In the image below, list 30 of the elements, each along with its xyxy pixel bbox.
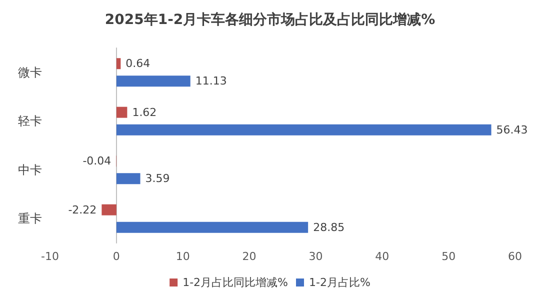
y-tick-label: 中卡	[18, 162, 42, 177]
data-label: -0.04	[82, 154, 112, 168]
x-tick-label: 30	[308, 250, 323, 263]
data-label: 56.43	[496, 123, 528, 136]
bar	[102, 204, 116, 216]
y-tick-label: 轻卡	[18, 114, 42, 128]
bar	[116, 173, 140, 184]
data-label: 3.59	[145, 172, 170, 186]
y-tick-label: 微卡	[18, 65, 42, 80]
x-tick-label: 0	[112, 250, 120, 263]
bar	[116, 124, 492, 136]
x-tick-label: 20	[242, 250, 256, 263]
x-tick-label: 40	[375, 250, 390, 263]
y-tick-label: 重卡	[18, 212, 42, 226]
chart-title: 2025年1-2月卡车各细分市场占比及占比同比增减%	[104, 11, 436, 28]
bar	[116, 106, 128, 118]
data-label: 11.13	[195, 74, 227, 88]
data-label: 0.64	[126, 57, 150, 70]
legend-label: 1-2月占比同比增减%	[182, 276, 288, 289]
bar	[116, 222, 308, 233]
data-label: 28.85	[313, 220, 345, 234]
bar	[116, 76, 190, 87]
data-label: -2.22	[68, 203, 97, 216]
data-label: 1.62	[132, 106, 157, 119]
bar	[116, 58, 121, 70]
x-tick-label: 50	[442, 250, 456, 263]
x-tick-label: -10	[41, 250, 59, 263]
x-tick-label: 10	[176, 250, 190, 263]
x-tick-label: 60	[508, 250, 522, 263]
legend-label: 1-2月占比%	[309, 276, 370, 289]
